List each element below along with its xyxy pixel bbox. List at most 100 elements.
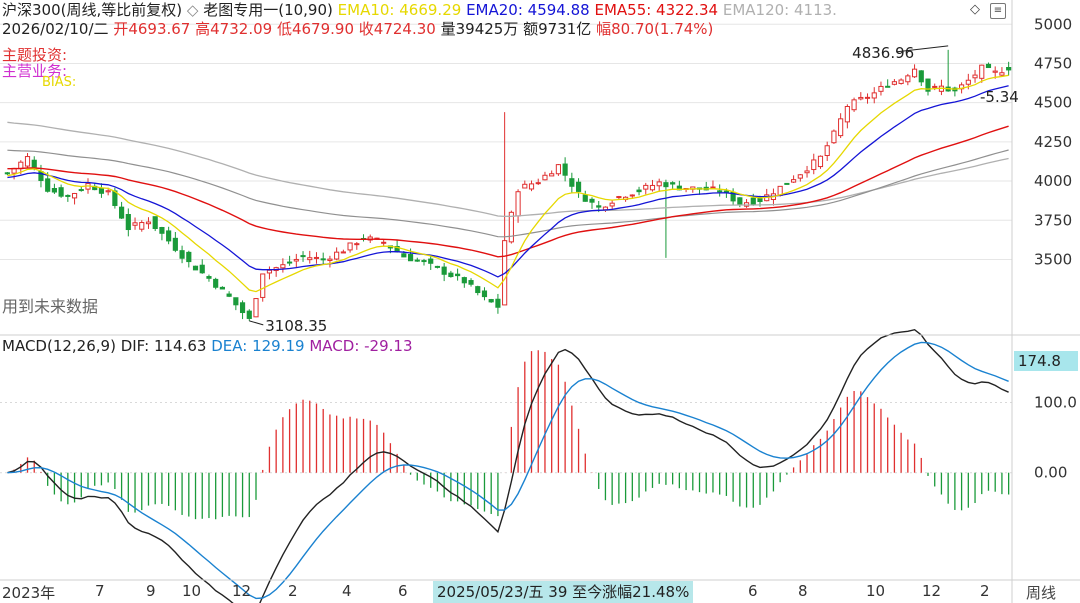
high-arrow — [896, 45, 949, 53]
candle-body — [414, 259, 420, 262]
candle-body — [609, 202, 615, 207]
macd-tick-label: 100.0 — [1034, 394, 1077, 412]
candle-body — [911, 68, 918, 78]
candle-body — [670, 182, 676, 185]
candle-body — [663, 182, 669, 188]
candle-body — [179, 250, 185, 259]
candle-body — [246, 310, 252, 319]
selection-range-label[interactable]: 2025/05/23/五 39 至今涨幅21.48% — [433, 581, 694, 603]
menu-icon[interactable]: ≡ — [990, 3, 1006, 19]
diamond-icon[interactable]: ◇ — [186, 1, 199, 19]
candle-body — [535, 182, 541, 185]
candle-body — [985, 63, 992, 69]
price-tick-label: 3750 — [1034, 211, 1072, 229]
candle-body — [522, 183, 528, 189]
candle-body — [441, 266, 447, 275]
candle-body — [549, 173, 555, 177]
macd-gridlines: 100.0 0.00 — [0, 394, 1077, 482]
candle-body — [4, 172, 10, 175]
price-annotations: 4836.96 3108.35 -5.34 — [249, 44, 1019, 335]
candle-body — [824, 145, 830, 157]
ema120-line — [7, 121, 1009, 218]
x-label-10: 10 — [866, 582, 886, 600]
low-arrow — [249, 320, 264, 326]
macd-readout: MACD: -29.13 — [309, 337, 413, 355]
candle-body — [226, 293, 232, 297]
dif-line — [7, 328, 1009, 603]
candle-body — [878, 85, 884, 92]
price-tick-label: 4250 — [1034, 133, 1072, 151]
candle-body — [972, 74, 978, 79]
ema10-line — [7, 74, 1009, 293]
period-label[interactable]: 周线 — [1026, 584, 1057, 602]
macd-top-value-box — [1014, 351, 1078, 371]
candle-body — [817, 155, 824, 168]
candle-body — [871, 92, 877, 99]
candle-body — [132, 222, 138, 226]
candle-body — [159, 227, 165, 234]
candle-body — [797, 174, 803, 179]
candle-body — [891, 81, 897, 85]
candle-body — [461, 277, 467, 284]
candle-body — [192, 265, 199, 271]
candle-body — [139, 222, 145, 230]
x-label-4: 12 — [232, 582, 252, 600]
candle-body — [475, 286, 481, 294]
ema55-line — [7, 125, 1009, 258]
collapse-icon[interactable]: ◇ — [970, 2, 980, 17]
x-label-2: 9 — [146, 582, 156, 600]
x-label-7: 6 — [398, 582, 408, 600]
candle-body — [287, 261, 293, 264]
close-label: 收 — [358, 20, 374, 38]
candle-body — [710, 186, 716, 189]
candle-body — [172, 237, 178, 251]
candle-body — [1006, 67, 1012, 71]
candle-body — [844, 106, 850, 123]
x-label-8: 6 — [748, 582, 758, 600]
ema90-line — [7, 149, 1009, 238]
open-value: 4693.67 — [128, 20, 191, 38]
price-tick-label: 3500 — [1034, 250, 1072, 268]
candle-body — [340, 251, 346, 254]
candle-body — [791, 179, 797, 183]
candle-body — [105, 190, 111, 193]
x-label-11: 12 — [922, 582, 942, 600]
candle-body — [428, 258, 434, 264]
candle-body — [582, 194, 588, 202]
x-label-12: 2 — [980, 582, 990, 600]
candle-body — [407, 254, 414, 262]
candle-body — [750, 197, 756, 205]
candle-body — [885, 85, 891, 88]
candle-body — [838, 118, 844, 137]
bias-value-annotation: -5.34 — [980, 88, 1019, 106]
high-label: 高 — [195, 20, 211, 38]
dea-line — [7, 341, 1009, 600]
low-value: 4679.90 — [291, 20, 354, 38]
ema20-readout: EMA20: 4594.88 — [466, 1, 590, 19]
candle-body — [448, 272, 454, 278]
candle-body — [965, 79, 971, 85]
candle-body — [649, 184, 656, 191]
candle-body — [851, 99, 857, 111]
candle-body — [45, 178, 51, 192]
ema-lines — [7, 74, 1009, 293]
ema10-readout: EMA10: 4669.29 — [337, 1, 462, 19]
candle-body — [898, 79, 904, 84]
candle-body — [515, 191, 521, 217]
candle-body — [636, 189, 642, 193]
x-label-0: 2023年 — [2, 584, 56, 602]
candle-body — [468, 280, 474, 285]
candle-body — [266, 269, 273, 274]
x-label-5: 2 — [288, 582, 298, 600]
candle-body — [932, 85, 938, 88]
price-tick-label: 4750 — [1034, 54, 1072, 72]
candle-body — [239, 302, 246, 314]
candle-body — [542, 174, 548, 181]
candle-body — [421, 260, 427, 263]
macd-params: MACD(12,26,9) — [2, 337, 116, 355]
candle-body — [354, 243, 360, 246]
x-label-6: 4 — [342, 582, 352, 600]
candle-body — [811, 159, 817, 171]
